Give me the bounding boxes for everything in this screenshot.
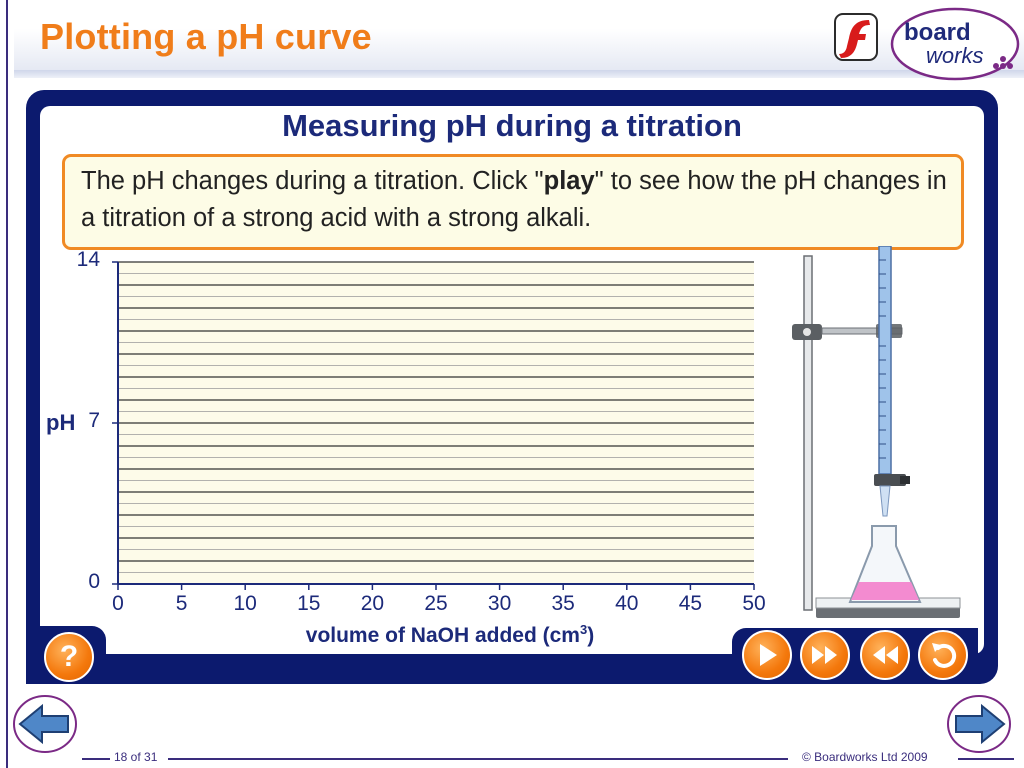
logo-line2: works (926, 43, 983, 68)
slide-title: Plotting a pH curve (40, 16, 372, 57)
footer-line-right (958, 758, 1014, 760)
copyright: © Boardworks Ltd 2009 (802, 750, 928, 764)
panel-title: Measuring pH during a titration (282, 108, 742, 143)
x-tick-label: 15 (297, 592, 321, 615)
previous-slide-button[interactable] (12, 694, 78, 754)
y-tick-label: 0 (88, 570, 100, 593)
x-tick-label: 40 (615, 592, 639, 615)
fast-forward-icon (812, 646, 837, 664)
reset-icon (932, 643, 957, 668)
x-axis-label: volume of NaOH added (cm3) (230, 622, 670, 648)
x-axis-label-text: volume of NaOH added (cm (305, 624, 580, 647)
left-border (6, 0, 8, 768)
x-tick-label: 20 (360, 592, 385, 615)
x-tick-label: 30 (487, 592, 512, 615)
x-axis-label-sup: 3 (579, 622, 588, 637)
x-tick-label: 50 (742, 592, 766, 615)
flask-liquid (851, 582, 919, 600)
y-tick-label: 14 (76, 248, 100, 271)
page-counter: 18 of 31 (114, 750, 158, 764)
x-tick-label: 10 (233, 592, 257, 615)
reset-button[interactable] (918, 630, 968, 680)
next-slide-button[interactable] (946, 694, 1012, 754)
instruction-text-1: The pH changes during a titration. Click… (81, 167, 544, 195)
instruction-play-word: play (543, 167, 595, 195)
footer-line-left (82, 758, 110, 760)
x-tick-label: 45 (678, 592, 703, 615)
boardworks-logo: board works (890, 7, 1020, 81)
header-divider (14, 70, 1024, 78)
rewind-button[interactable] (860, 630, 910, 680)
instruction-text-2: " to see how the pH changes in a titrati… (81, 167, 947, 232)
x-axis-label-end: ) (587, 624, 595, 647)
y-tick-label: 7 (88, 409, 100, 432)
x-tick-label: 5 (175, 592, 188, 615)
fast-forward-button[interactable] (800, 630, 850, 680)
stand-base (816, 606, 960, 618)
instruction-box: The pH changes during a titration. Click… (62, 154, 964, 250)
y-axis-label: pH (46, 410, 76, 435)
help-button[interactable]: ? (44, 632, 94, 682)
arrow-right-icon (955, 703, 1006, 745)
x-tick-label: 0 (112, 592, 124, 615)
play-button[interactable] (742, 630, 792, 680)
ph-graph (112, 261, 755, 590)
stand-rod (803, 255, 813, 611)
x-tick-label: 25 (424, 592, 448, 615)
help-label: ? (59, 640, 79, 673)
burette-tap (874, 474, 906, 486)
rewind-icon (873, 646, 898, 664)
x-tick-label: 35 (551, 592, 575, 615)
flash-icon (834, 13, 878, 61)
play-icon (760, 644, 777, 666)
titration-apparatus (792, 246, 961, 618)
arrow-left-icon (18, 703, 69, 745)
logo-line1: board (904, 19, 971, 46)
footer-line-mid (168, 758, 788, 760)
